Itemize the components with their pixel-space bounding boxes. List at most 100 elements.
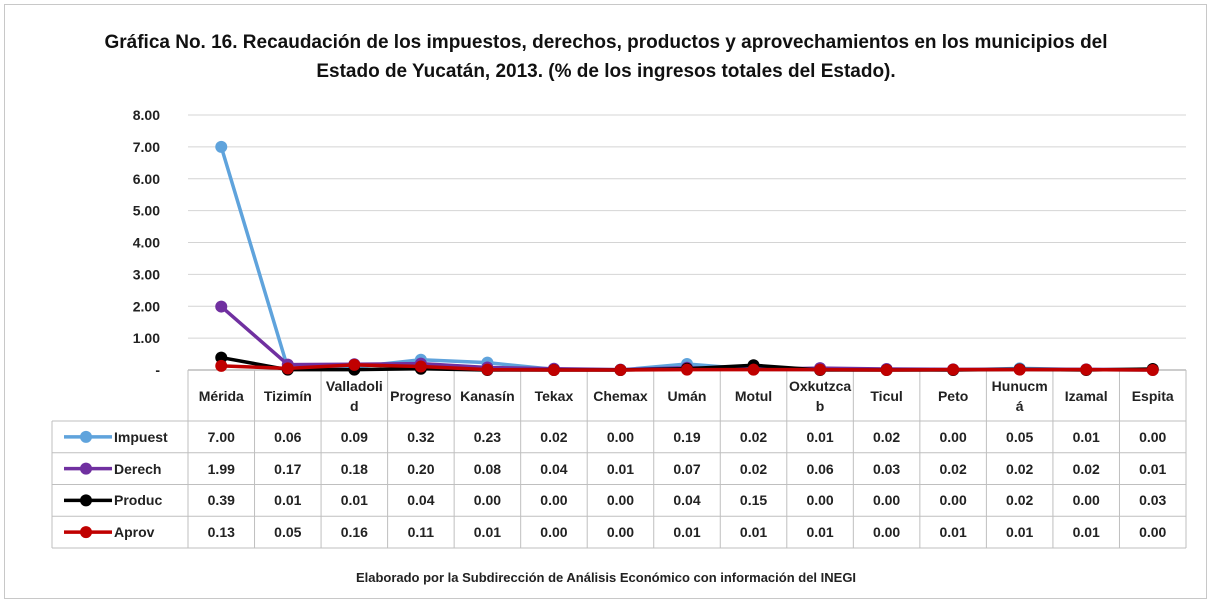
table-value: 0.00: [473, 492, 502, 509]
series-marker: [547, 364, 560, 376]
legend-label: Impuest: [114, 428, 168, 445]
table-value: 0.01: [340, 492, 368, 509]
table-value: 0.00: [939, 492, 967, 509]
table-value: 0.01: [274, 492, 302, 509]
source-note: Elaborado por la Subdirección de Análisi…: [355, 570, 857, 585]
table-value: 0.02: [1072, 460, 1100, 477]
table-value: 0.00: [872, 524, 901, 541]
table-value: 0.06: [274, 428, 302, 445]
x-tick-label: Tizimín: [263, 387, 312, 404]
series-marker: [414, 360, 427, 373]
x-tick-label: Kanasín: [460, 387, 515, 404]
table-value: 0.01: [473, 524, 502, 541]
table-value: 0.01: [673, 524, 701, 541]
x-tick-label: Oxkutzcab: [788, 377, 852, 414]
table-value: 0.01: [1006, 524, 1034, 541]
table-value: 0.16: [340, 524, 368, 541]
table-value: 0.01: [606, 460, 635, 477]
table-value: 0.00: [1139, 524, 1167, 541]
series-marker: [814, 363, 827, 376]
y-tick-label: 2.00: [133, 298, 160, 314]
table-value: 0.18: [340, 460, 368, 477]
x-tick-label: Valladolid: [325, 377, 383, 414]
table-value: 0.00: [540, 492, 568, 509]
y-tick-label: 1.00: [133, 330, 160, 346]
x-tick-label: Chemax: [593, 387, 648, 404]
table-value: 0.00: [1139, 428, 1167, 445]
series-marker: [215, 140, 228, 153]
x-tick-label: Motul: [734, 387, 773, 404]
series-marker: [614, 364, 627, 376]
x-tick-label: Hunucmá: [991, 377, 1048, 414]
table-value: 0.02: [739, 428, 768, 445]
table-value: 0.04: [407, 492, 435, 509]
table-value: 0.03: [1139, 492, 1167, 509]
table-value: 0.13: [207, 524, 235, 541]
table-value: 0.00: [606, 492, 635, 509]
table-value: 0.04: [673, 492, 701, 509]
series-marker: [747, 363, 760, 376]
table-value: 0.23: [473, 428, 502, 445]
table-value: 0.17: [274, 460, 302, 477]
series-marker: [348, 358, 361, 371]
legend-label: Produc: [114, 492, 163, 509]
x-tick-label: Peto: [937, 387, 969, 404]
chart-title: Gráfica No. 16. Recaudación de los impue…: [104, 32, 1108, 82]
table-value: 0.11: [407, 524, 435, 541]
chart-border: [4, 4, 1207, 599]
legend-key-marker: [80, 430, 92, 443]
x-tick-label: Izamal: [1064, 387, 1108, 404]
series-marker: [215, 300, 228, 313]
x-tick-label: Espita: [1131, 387, 1174, 404]
table-value: 0.02: [1006, 460, 1034, 477]
table-value: 0.39: [207, 492, 235, 509]
x-tick-label: Mérida: [198, 387, 244, 404]
table-value: 0.19: [673, 428, 701, 445]
legend-key-marker: [80, 462, 92, 475]
table-value: 0.02: [1006, 492, 1034, 509]
x-tick-label: Umán: [667, 387, 707, 404]
series-marker: [681, 363, 693, 376]
table-value: 0.01: [739, 524, 768, 541]
table-value: 0.09: [340, 428, 368, 445]
series-marker: [215, 359, 228, 372]
series-marker: [281, 362, 294, 375]
legend-label: Derech: [114, 460, 162, 477]
table-value: 0.02: [872, 428, 901, 445]
table-value: 0.02: [739, 460, 768, 477]
table-value: 0.04: [540, 460, 568, 477]
legend-label: Aprov: [114, 524, 155, 541]
series-marker: [947, 363, 960, 376]
series-marker: [215, 351, 228, 364]
series-marker: [1080, 363, 1093, 376]
table-value: 0.05: [274, 524, 302, 541]
table-value: 0.00: [872, 492, 901, 509]
y-tick-label: 5.00: [133, 203, 160, 219]
table-value: 0.02: [540, 428, 568, 445]
table-value: 1.99: [207, 460, 235, 477]
table-value: 0.32: [407, 428, 435, 445]
table-value: 0.06: [806, 460, 834, 477]
table-value: 0.15: [739, 492, 768, 509]
series-marker: [1146, 364, 1159, 376]
table-value: 0.02: [939, 460, 967, 477]
series-marker: [880, 364, 893, 376]
y-tick-label: 4.00: [133, 235, 160, 251]
table-value: 0.01: [806, 428, 834, 445]
x-tick-label: Ticul: [870, 387, 903, 404]
table-value: 0.00: [606, 428, 635, 445]
table-value: 0.03: [872, 460, 901, 477]
x-tick-label: Tekax: [534, 387, 574, 404]
y-tick-label: 8.00: [133, 107, 160, 123]
legend-key-marker: [80, 526, 92, 539]
y-tick-label: -: [155, 362, 160, 378]
table-value: 0.01: [806, 524, 834, 541]
y-tick-label: 7.00: [133, 139, 160, 155]
table-value: 0.01: [939, 524, 967, 541]
y-tick-label: 6.00: [133, 171, 160, 187]
legend-key-marker: [80, 494, 92, 507]
table-value: 0.08: [473, 460, 502, 477]
table-value: 0.00: [606, 524, 635, 541]
